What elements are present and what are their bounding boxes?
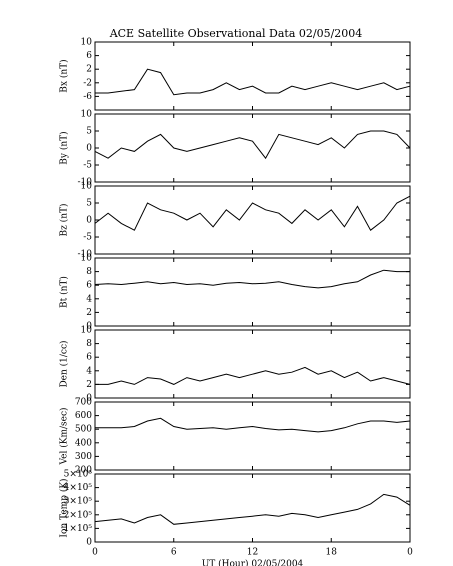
y-tick-label: 2	[86, 308, 92, 318]
y-tick-label: 600	[75, 411, 92, 421]
panel-frame	[94, 185, 411, 255]
y-tick-label: 4	[86, 294, 92, 304]
y-axis-label: By (nT)	[59, 131, 70, 164]
y-tick-label: 3×10⁵	[64, 497, 93, 507]
y-axis-label: Bt (nT)	[59, 276, 70, 308]
x-tick-label: 6	[171, 548, 177, 558]
y-tick-label: 10	[81, 326, 93, 336]
y-tick-label: -2	[83, 78, 92, 88]
y-axis-label: Ion Temp (K)	[59, 478, 70, 537]
panel-frame	[94, 401, 411, 471]
y-tick-label: -5	[83, 233, 92, 243]
y-tick-label: 0	[86, 216, 92, 226]
y-tick-label: 10	[81, 182, 93, 192]
y-tick-label: 5×10⁵	[64, 470, 93, 480]
y-tick-label: 6	[86, 281, 92, 291]
data-line	[94, 195, 411, 231]
y-tick-label: 0	[86, 144, 92, 154]
panel-frame	[94, 329, 411, 399]
y-tick-label: -5	[83, 161, 92, 171]
y-tick-label: 8	[86, 267, 92, 277]
y-tick-label: 0	[86, 394, 92, 404]
data-line	[95, 366, 411, 385]
panel-frame	[94, 41, 411, 111]
y-tick-label: 2	[86, 65, 92, 75]
panel-frame	[94, 113, 411, 183]
y-tick-label: -6	[83, 92, 92, 102]
y-tick-label: 10	[81, 254, 93, 264]
panel-frame	[94, 257, 411, 327]
x-tick-label: 0	[407, 548, 413, 558]
x-tick-label: 18	[326, 548, 338, 558]
data-line	[95, 417, 411, 433]
y-tick-label: 10	[81, 110, 93, 120]
y-tick-label: 0	[86, 322, 92, 332]
y-axis-label: Bz (nT)	[59, 203, 70, 236]
y-axis-label: Bx (nT)	[59, 59, 70, 92]
y-tick-label: 1×10⁵	[64, 524, 93, 534]
y-tick-label: 4×10⁵	[64, 483, 93, 493]
y-tick-label: 2	[86, 380, 92, 390]
data-line	[94, 130, 411, 160]
x-axis-label: UT (Hour) 02/05/2004	[202, 559, 304, 566]
chart-title: ACE Satellite Observational Data 02/05/2…	[109, 27, 363, 40]
data-line	[94, 493, 411, 525]
y-axis-label: Vel (Km/sec)	[59, 407, 70, 465]
panel-frame	[94, 473, 411, 543]
y-tick-label: 6	[86, 51, 92, 61]
y-tick-label: -10	[78, 250, 93, 260]
y-tick-label: 6	[86, 353, 92, 363]
y-tick-label: -10	[78, 178, 93, 188]
y-tick-label: 0	[86, 538, 92, 548]
y-tick-label: 2×10⁵	[64, 510, 93, 520]
y-tick-label: 10	[81, 38, 93, 48]
y-tick-label: 5	[86, 127, 92, 137]
y-tick-label: 400	[75, 438, 92, 448]
y-axis-label: Den (1/cc)	[59, 340, 70, 387]
y-tick-label: 4	[86, 366, 92, 376]
data-line	[94, 269, 410, 289]
y-tick-label: 200	[75, 466, 92, 476]
y-tick-label: 5	[86, 199, 92, 209]
y-tick-label: 700	[75, 398, 92, 408]
y-tick-label: 8	[86, 339, 92, 349]
y-tick-label: 500	[75, 425, 92, 435]
y-tick-label: 300	[75, 452, 92, 462]
x-tick-label: 0	[92, 548, 98, 558]
data-line	[95, 68, 411, 96]
x-tick-label: 12	[247, 548, 258, 558]
